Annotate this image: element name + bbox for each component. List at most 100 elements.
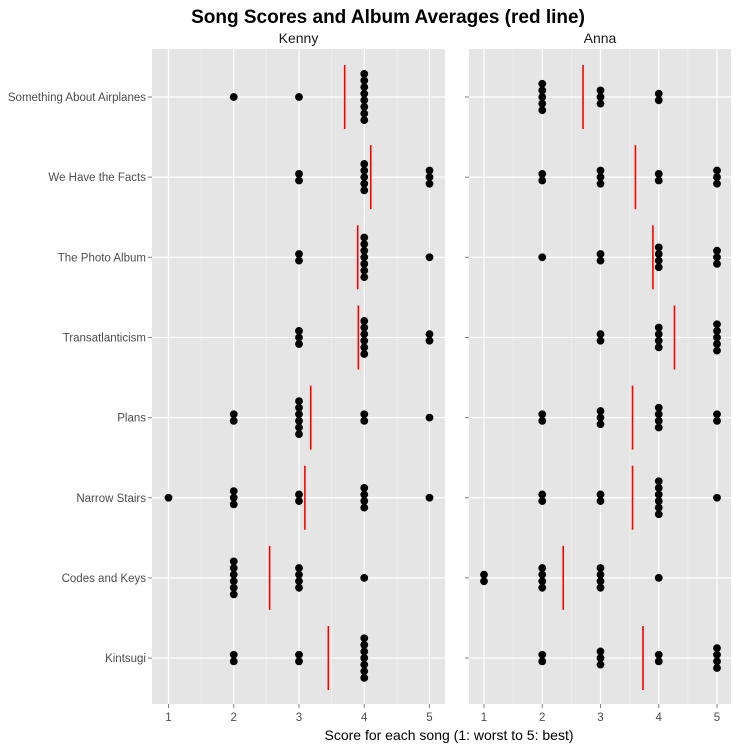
song-score-dot bbox=[713, 326, 721, 335]
song-score-dot bbox=[360, 246, 369, 255]
album-row bbox=[229, 385, 434, 450]
panel-kenny: 1 2 3 4 5 Kenny bbox=[152, 30, 445, 724]
song-score-dot bbox=[360, 483, 369, 492]
song-score-dot bbox=[713, 179, 721, 188]
song-score-dot bbox=[480, 577, 488, 586]
song-score-dot bbox=[596, 407, 605, 415]
song-score-dot bbox=[295, 657, 303, 666]
song-score-dot bbox=[654, 410, 663, 419]
x-tick-label: 1 bbox=[165, 712, 171, 724]
song-score-dot bbox=[425, 413, 434, 422]
song-score-dot bbox=[360, 173, 369, 182]
song-score-dot bbox=[295, 497, 303, 505]
song-score-dot bbox=[538, 583, 547, 592]
song-score-dot bbox=[654, 403, 663, 412]
song-score-dot bbox=[596, 654, 605, 662]
song-score-dot bbox=[713, 320, 721, 329]
song-score-dot bbox=[480, 570, 488, 579]
song-score-dot bbox=[295, 176, 303, 185]
song-score-dot bbox=[360, 179, 369, 188]
facet-label: Anna bbox=[584, 30, 617, 46]
x-tick-label: 3 bbox=[296, 712, 302, 724]
song-score-dot bbox=[295, 93, 303, 101]
song-score-dot bbox=[596, 99, 605, 108]
album-row bbox=[295, 225, 434, 290]
album-row bbox=[295, 305, 434, 370]
song-score-dot bbox=[360, 240, 369, 249]
song-score-dot bbox=[360, 76, 369, 85]
song-score-dot bbox=[654, 343, 663, 352]
song-score-dot bbox=[360, 330, 369, 339]
song-score-dot bbox=[538, 79, 547, 88]
y-tick-label: Plans bbox=[117, 413, 146, 425]
song-score-dot bbox=[360, 83, 369, 91]
song-score-dot bbox=[229, 500, 238, 509]
song-score-dot bbox=[360, 96, 369, 105]
album-row bbox=[538, 145, 721, 210]
y-tick-label: Kintsugi bbox=[105, 653, 146, 665]
song-score-dot bbox=[295, 340, 303, 348]
song-score-dot bbox=[596, 166, 605, 175]
song-score-dot bbox=[538, 99, 547, 108]
song-score-dot bbox=[295, 577, 303, 586]
song-score-dot bbox=[229, 410, 238, 419]
album-row bbox=[538, 385, 721, 450]
song-score-dot bbox=[596, 420, 605, 429]
song-score-dot bbox=[713, 644, 721, 653]
song-score-dot bbox=[229, 487, 238, 496]
song-score-dot bbox=[654, 417, 663, 425]
x-tick-label: 1 bbox=[481, 712, 487, 724]
song-score-dot bbox=[713, 166, 721, 175]
song-score-dot bbox=[360, 336, 369, 345]
song-score-dot bbox=[713, 657, 721, 666]
song-score-dot bbox=[164, 493, 173, 502]
song-score-dot bbox=[654, 477, 663, 486]
song-score-dot bbox=[229, 564, 238, 572]
song-score-dot bbox=[360, 490, 369, 499]
song-score-dot bbox=[360, 497, 369, 505]
song-score-dot bbox=[538, 570, 547, 579]
song-score-dot bbox=[360, 166, 369, 175]
y-tick-label: Transatlanticism bbox=[63, 332, 146, 344]
album-row bbox=[229, 65, 369, 129]
song-score-dot bbox=[713, 493, 721, 502]
song-score-dot bbox=[295, 256, 303, 265]
song-score-dot bbox=[596, 336, 605, 345]
song-score-dot bbox=[538, 577, 547, 586]
song-score-dot bbox=[360, 667, 369, 676]
song-score-dot bbox=[295, 333, 303, 342]
song-score-dot bbox=[425, 336, 434, 345]
song-score-dot bbox=[229, 583, 238, 592]
song-score-dot bbox=[360, 186, 369, 195]
song-score-dot bbox=[360, 253, 369, 262]
song-score-dot bbox=[654, 510, 663, 519]
song-score-dot bbox=[425, 253, 434, 262]
album-row bbox=[596, 305, 721, 370]
y-tick-label: Narrow Stairs bbox=[76, 493, 146, 505]
song-score-dot bbox=[295, 490, 303, 499]
song-score-dot bbox=[229, 650, 238, 659]
song-score-dot bbox=[360, 660, 369, 669]
x-tick-label: 2 bbox=[539, 712, 545, 724]
song-score-dot bbox=[360, 116, 369, 124]
song-score-dot bbox=[713, 260, 721, 268]
song-score-dot bbox=[654, 490, 663, 499]
x-tick-label: 4 bbox=[361, 712, 368, 724]
song-score-dot bbox=[713, 346, 721, 355]
song-score-dot bbox=[596, 93, 605, 101]
song-score-dot bbox=[654, 503, 663, 512]
song-score-dot bbox=[538, 417, 547, 425]
song-score-dot bbox=[654, 176, 663, 185]
song-score-dot bbox=[360, 654, 369, 662]
song-score-dot bbox=[360, 89, 369, 98]
song-score-dot bbox=[713, 246, 721, 255]
song-score-dot bbox=[229, 657, 238, 666]
song-score-dot bbox=[425, 173, 434, 182]
song-score-dot bbox=[596, 570, 605, 579]
song-score-dot bbox=[654, 243, 663, 252]
song-score-dot bbox=[360, 103, 369, 111]
song-score-dot bbox=[360, 634, 369, 643]
song-score-dot bbox=[538, 650, 547, 659]
song-score-dot bbox=[425, 166, 434, 175]
song-score-dot bbox=[360, 323, 369, 332]
